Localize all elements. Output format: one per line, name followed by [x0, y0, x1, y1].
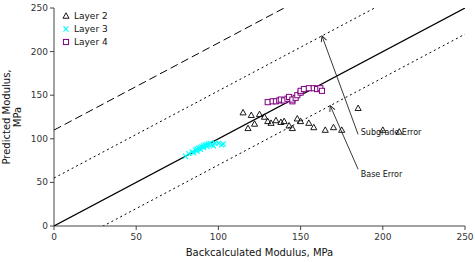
point — [306, 86, 311, 91]
y-axis-label: Predicted Modulus,MPa — [1, 69, 23, 164]
legend-marker — [63, 39, 68, 44]
point — [265, 100, 270, 105]
y-tick-label: 250 — [31, 3, 48, 13]
x-axis-line — [54, 226, 465, 227]
y-tick — [50, 51, 54, 52]
y-tick-label: 100 — [31, 134, 48, 144]
y-axis-label-line: MPa — [12, 107, 23, 127]
y-tick-label: 150 — [31, 90, 48, 100]
y-tick-label: 200 — [31, 47, 48, 57]
annotation-arrow — [330, 106, 358, 170]
point — [330, 124, 336, 129]
point — [245, 125, 251, 130]
legend-marker — [63, 13, 69, 18]
annotation: Subgrade Error — [361, 128, 422, 137]
y-axis-label-line: Predicted Modulus, — [1, 69, 12, 164]
x-tick — [465, 226, 466, 230]
point — [289, 125, 295, 130]
point — [355, 105, 361, 110]
y-axis-line — [54, 8, 55, 226]
x-tick — [218, 226, 219, 230]
x-tick — [136, 226, 137, 230]
series — [265, 86, 324, 105]
point — [273, 117, 279, 122]
y-tick — [50, 95, 54, 96]
point — [311, 124, 317, 129]
x-tick-label: 50 — [130, 232, 142, 242]
point — [256, 111, 262, 116]
point — [298, 118, 304, 123]
reference-line — [54, 8, 465, 226]
point — [252, 121, 258, 126]
point — [306, 120, 312, 125]
point — [240, 109, 246, 114]
reference-line — [54, 8, 465, 178]
y-tick — [50, 182, 54, 183]
point — [301, 87, 306, 92]
chart: 0 50 100 150 200 250 0 50 100 150 200 250 Backcalcul… — [0, 0, 475, 262]
y-tick-label: 0 — [42, 221, 48, 231]
point — [319, 88, 324, 93]
point — [281, 118, 287, 123]
point — [221, 141, 226, 146]
x-tick — [54, 226, 55, 230]
reference-line — [54, 34, 465, 226]
y-tick — [50, 226, 54, 227]
annotation: Base Error — [361, 170, 403, 179]
x-tick — [300, 226, 301, 230]
series — [183, 141, 226, 159]
y-tick — [50, 138, 54, 139]
x-tick-label: 200 — [374, 232, 391, 242]
y-tick — [50, 8, 54, 9]
x-tick-label: 150 — [292, 232, 309, 242]
y-tick-label: 50 — [37, 177, 49, 187]
x-tick — [382, 226, 383, 230]
legend-marker — [63, 26, 68, 31]
legend-label: Layer 3 — [74, 24, 108, 34]
x-axis-label: Backcalculated Modulus, MPa — [186, 247, 333, 258]
point — [248, 112, 254, 117]
legend: Layer 2 Layer 3 Layer 4 — [63, 11, 108, 47]
x-tick-label: 0 — [51, 232, 57, 242]
legend-label: Layer 4 — [74, 37, 108, 47]
point — [261, 114, 267, 119]
plot-area — [54, 8, 465, 226]
x-tick-label: 250 — [456, 232, 473, 242]
annotation-arrow — [322, 36, 358, 135]
point — [322, 127, 328, 132]
legend-label: Layer 2 — [74, 11, 108, 21]
x-tick-label: 100 — [210, 232, 227, 242]
